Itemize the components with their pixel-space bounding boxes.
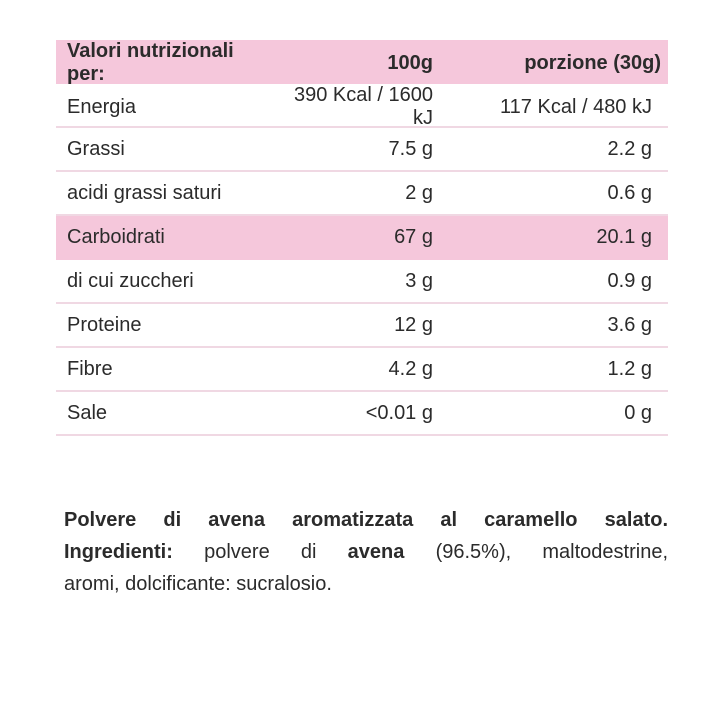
- product-description: Polvere di avena aromatizzata al caramel…: [64, 504, 668, 600]
- value-per-100g: 390 Kcal / 1600 kJ: [294, 84, 433, 129]
- nutrition-table-header: Valori nutrizionali per: 100g porzione (…: [56, 40, 668, 85]
- nutrient-label: Grassi: [67, 137, 125, 160]
- description-title-line: Polvere di avena aromatizzata al caramel…: [64, 509, 668, 531]
- row-fibre: Fibre 4.2 g 1.2 g: [56, 348, 668, 392]
- value-per-100g: 12 g: [394, 313, 433, 336]
- row-sale: Sale <0.01 g 0 g: [56, 392, 668, 436]
- ingredients-last-line: aromi, dolcificante: sucralosio.: [64, 573, 332, 595]
- row-di-cui-zuccheri: di cui zuccheri 3 g 0.9 g: [56, 260, 668, 304]
- value-per-100g: <0.01 g: [365, 401, 433, 424]
- nutrient-label: Sale: [67, 401, 108, 424]
- value-per-portion: 3.6 g: [607, 313, 652, 336]
- nutrient-label: Proteine: [67, 313, 142, 336]
- nutrition-table: Valori nutrizionali per: 100g porzione (…: [56, 40, 668, 436]
- value-per-portion: 2.2 g: [607, 137, 652, 160]
- ingredients-text: polvere di: [204, 541, 317, 563]
- value-per-portion: 20.1 g: [596, 225, 652, 248]
- value-per-100g: 4.2 g: [388, 357, 433, 380]
- nutrient-label: Carboidrati: [67, 225, 165, 248]
- header-100g: 100g: [387, 51, 433, 74]
- value-per-portion: 0 g: [624, 401, 652, 424]
- value-per-portion: 1.2 g: [607, 357, 652, 380]
- header-portion-30g: porzione (30g): [524, 51, 661, 74]
- value-per-100g: 3 g: [405, 269, 433, 292]
- nutrient-label: Energia: [67, 95, 136, 118]
- nutrient-label: Fibre: [67, 357, 113, 380]
- nutrient-label: acidi grassi saturi: [67, 181, 222, 204]
- value-per-100g: 7.5 g: [388, 137, 433, 160]
- header-values-per: Valori nutrizionali per:: [67, 40, 234, 85]
- value-per-portion: 117 Kcal / 480 kJ: [500, 95, 652, 118]
- value-per-portion: 0.6 g: [607, 181, 652, 204]
- row-proteine: Proteine 12 g 3.6 g: [56, 304, 668, 348]
- value-per-100g: 67 g: [394, 225, 433, 248]
- row-acidi-grassi-saturi: acidi grassi saturi 2 g 0.6 g: [56, 172, 668, 216]
- value-per-100g: 2 g: [405, 181, 433, 204]
- row-carboidrati: Carboidrati 67 g 20.1 g: [56, 216, 668, 260]
- row-energia: Energia 390 Kcal / 1600 kJ 117 Kcal / 48…: [56, 84, 668, 129]
- value-per-portion: 0.9 g: [607, 269, 652, 292]
- nutrient-label: di cui zuccheri: [67, 269, 194, 292]
- ingredients-label: Ingredienti:: [64, 541, 173, 563]
- ingredient-avena: avena: [347, 541, 405, 563]
- row-grassi: Grassi 7.5 g 2.2 g: [56, 128, 668, 172]
- ingredients-line: Ingredienti: polvere di avena (96.5%), m…: [64, 536, 668, 568]
- ingredients-text: (96.5%), maltodestrine,: [435, 541, 668, 563]
